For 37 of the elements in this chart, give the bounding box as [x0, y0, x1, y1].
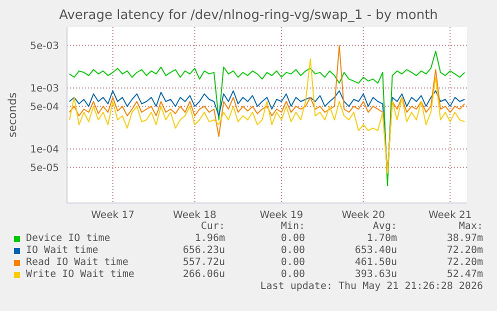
text: 1.70m [366, 233, 397, 244]
text: 461.50u [354, 257, 397, 268]
legend-label: Device IO time [26, 233, 110, 244]
x-tick-label: Week 20 [342, 210, 386, 222]
text: 656.23u [182, 245, 225, 256]
legend-label: IO Wait time [26, 245, 98, 256]
text: 266.06u [182, 269, 225, 280]
text: Cur: [200, 221, 225, 232]
text: 557.72u [182, 257, 225, 268]
chart-title: Average latency for /dev/nlnog-ring-vg/swap_1 - by month [58, 8, 439, 23]
text: Avg: [372, 221, 397, 232]
y-tick-label: 1e-04 [30, 144, 59, 156]
text: 393.63u [354, 269, 397, 280]
text: 1.96m [194, 233, 225, 244]
x-tick-label: Week 19 [260, 210, 304, 222]
y-axis-title: seconds [6, 92, 19, 138]
text: 72.20m [446, 257, 483, 268]
text: 38.97m [446, 233, 483, 244]
text: 0.00 [280, 245, 305, 256]
x-tick-label: Week 21 [428, 210, 472, 222]
text: 72.20m [446, 245, 483, 256]
text: 52.47m [446, 269, 483, 280]
text: Min: [280, 221, 305, 232]
text: 653.40u [354, 245, 397, 256]
x-tick-label: Week 17 [91, 210, 134, 222]
y-tick-label: 1e-03 [30, 84, 59, 95]
text: 0.00 [280, 269, 305, 280]
y-tick-label: 5e-03 [30, 40, 59, 52]
y-tick-label: 5e-05 [30, 162, 59, 174]
y-tick-label: 5e-04 [30, 102, 59, 113]
text: 0.00 [280, 257, 305, 268]
x-tick-label: Week 18 [173, 210, 216, 222]
text: Max: [458, 221, 483, 232]
legend-label: Read IO Wait time [26, 257, 128, 268]
text: Last update: Thu May 21 21:26:28 2026 [260, 281, 483, 292]
text: 0.00 [280, 233, 305, 244]
legend-label: Write IO Wait time [26, 269, 134, 280]
